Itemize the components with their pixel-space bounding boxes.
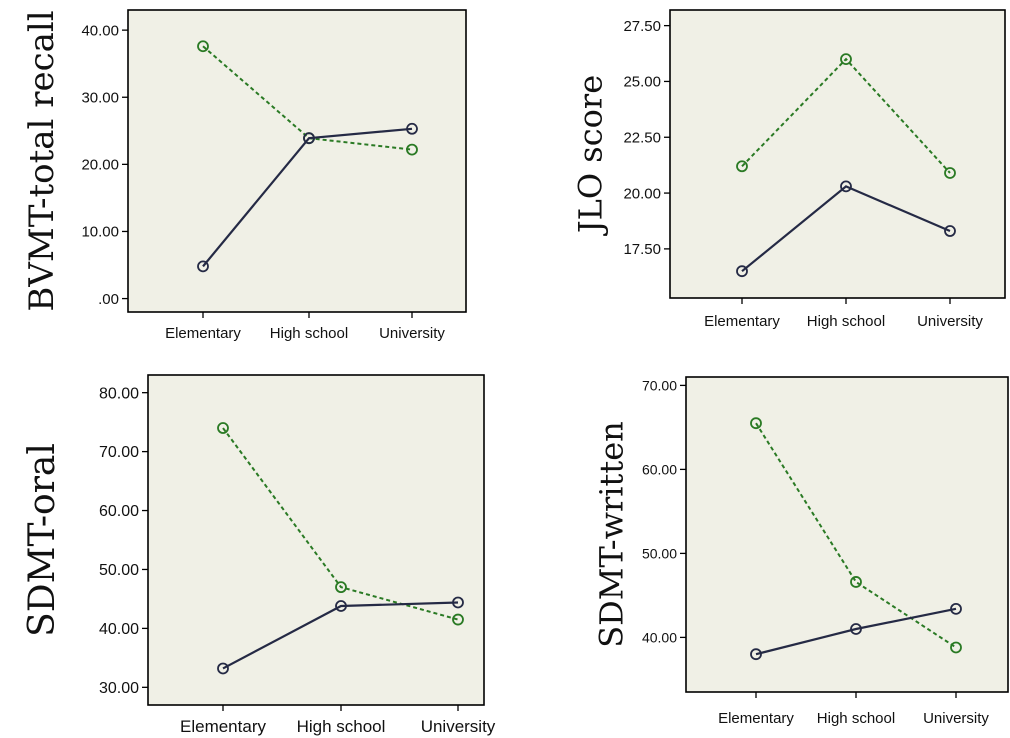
- y-tick-label: 25.00: [623, 74, 661, 91]
- x-tick-label: University: [917, 313, 983, 330]
- data-point-solid: [950, 602, 962, 615]
- data-point-dashed: [452, 613, 464, 626]
- y-tick-label: 17.50: [623, 241, 661, 258]
- y-axis-label: SDMT-oral: [22, 443, 63, 637]
- data-point-dashed: [736, 160, 748, 173]
- y-tick-label: 30.00: [81, 89, 119, 106]
- data-point-dashed: [750, 417, 762, 430]
- y-tick-label: 20.00: [81, 157, 119, 174]
- y-tick-label: 30.00: [99, 680, 139, 697]
- series-line-solid: [222, 601, 459, 670]
- data-point-dashed: [850, 576, 862, 588]
- x-tick-label: Elementary: [718, 710, 794, 727]
- y-tick-label: .00: [98, 291, 119, 308]
- y-tick-label: 70.00: [642, 377, 677, 393]
- data-point-solid: [217, 662, 229, 675]
- x-tick-label: High school: [817, 710, 895, 727]
- plot-area: [669, 9, 1006, 299]
- data-point-solid: [736, 265, 748, 278]
- x-tick-label: High school: [807, 313, 885, 330]
- plot-area: [147, 374, 485, 706]
- data-point-solid: [335, 600, 347, 612]
- x-tick-label: University: [379, 325, 445, 342]
- x-tick-label: University: [923, 710, 989, 727]
- chart-panel-2: 17.50 20.00 22.50 25.00 27.50 Elementary High …: [572, 9, 1006, 330]
- data-point-solid: [197, 260, 209, 273]
- y-axis-label: JLO score: [572, 75, 610, 236]
- data-point-solid: [452, 596, 464, 609]
- series-line-solid: [202, 127, 413, 268]
- x-tick-label: Elementary: [704, 313, 780, 330]
- x-tick-label: Elementary: [180, 717, 266, 736]
- y-tick-label: 60.00: [99, 503, 139, 520]
- y-axis-label: BVMT-total recall: [22, 10, 62, 311]
- chart-panel-1: .00 10.00 20.00 30.00 40.00 Elementary High sc…: [22, 9, 467, 342]
- y-tick-label: 70.00: [99, 444, 139, 461]
- y-tick-label: 60.00: [642, 461, 677, 477]
- y-tick-label: 27.50: [623, 18, 661, 35]
- series-line-dashed: [741, 57, 951, 174]
- data-point-dashed: [944, 167, 956, 179]
- x-tick-label: Elementary: [165, 325, 241, 342]
- series-line-dashed: [222, 427, 459, 621]
- plot-area: [127, 9, 467, 313]
- data-point-dashed: [406, 143, 418, 156]
- y-axis-label: SDMT-written: [593, 421, 631, 648]
- data-point-dashed: [840, 53, 852, 66]
- data-point-solid: [850, 623, 862, 635]
- chart-panel-3: 30.00 40.00 50.00 60.00 70.00 80.00 Elementary…: [22, 374, 496, 736]
- data-point-solid: [406, 122, 418, 135]
- series-line-solid: [741, 185, 951, 273]
- y-tick-label: 40.00: [99, 621, 139, 638]
- series-line-solid: [755, 607, 957, 656]
- data-point-dashed: [335, 581, 347, 594]
- data-point-dashed: [197, 40, 209, 53]
- data-point-solid: [303, 132, 315, 145]
- series-line-dashed: [755, 422, 957, 649]
- x-tick-label: High school: [297, 717, 386, 736]
- y-tick-label: 40.00: [642, 629, 677, 645]
- y-tick-label: 22.50: [623, 130, 661, 147]
- data-point-solid: [750, 648, 762, 661]
- y-tick-label: 50.00: [642, 545, 677, 561]
- chart-panel-4: 40.00 50.00 60.00 70.00 Elementary High schoo…: [593, 376, 1009, 727]
- y-tick-label: 40.00: [81, 22, 119, 39]
- x-tick-label: High school: [270, 325, 348, 342]
- data-point-solid: [944, 225, 956, 237]
- y-tick-label: 20.00: [623, 185, 661, 202]
- y-tick-label: 80.00: [99, 385, 139, 402]
- plot-area: [685, 376, 1009, 693]
- x-tick-label: University: [421, 717, 496, 736]
- y-tick-label: 10.00: [81, 224, 119, 241]
- data-point-solid: [840, 180, 852, 193]
- data-point-dashed: [217, 422, 229, 434]
- data-point-dashed: [950, 641, 962, 654]
- y-tick-label: 50.00: [99, 562, 139, 579]
